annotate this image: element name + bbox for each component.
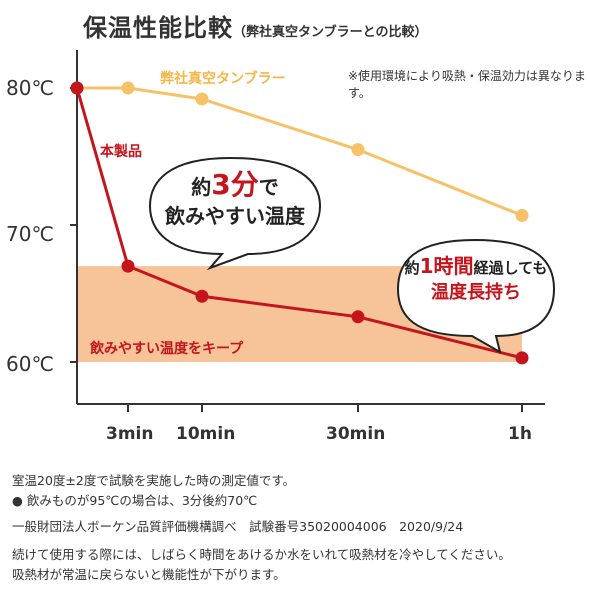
data-point-product-1h [515, 351, 529, 365]
data-point-product-0 [70, 81, 84, 95]
series-layer [70, 81, 529, 365]
x-tick-30min: 30min [326, 424, 386, 444]
data-point-comparison-1h [515, 208, 529, 222]
data-point-comparison-30min [351, 143, 365, 157]
footer-line-3: 一般財団法人ボーケン品質評価機構調べ 試験番号35020004006 2020/… [12, 519, 464, 534]
x-tick-3min: 3min [106, 424, 154, 444]
footer-line-2: ● 飲みものが95℃の場合は、3分後約70℃ [12, 493, 258, 508]
x-tick-10min: 10min [176, 424, 236, 444]
data-point-product-30min [351, 310, 365, 324]
footer-line-5: 吸熱材が常温に戻らないと機能性が下がります。 [12, 567, 286, 582]
chart-subtitle: （弊社真空タンブラーとの比較） [233, 25, 428, 40]
usage-note: ※使用環境により吸熱・保温効力は異なります。 [348, 69, 586, 100]
footer-line-1: 室温20度±2度で試験を実施した時の測定値です。 [12, 473, 296, 488]
footer-line-4: 続けて使用する際には、しばらく時間をあけるか水をいれて吸熱材を冷やしてください。 [12, 547, 511, 562]
series-label-comparison: 弊社真空タンブラー [160, 71, 286, 87]
x-tick-1h: 1h [508, 424, 532, 444]
band-label: 飲みやすい温度をキープ [90, 341, 244, 357]
bubble-3min-text: 約3分で 飲みやすい温度 [165, 168, 305, 229]
data-point-product-10min [195, 289, 209, 303]
y-tick-80: 80℃ [6, 76, 54, 100]
bubble-3min [148, 156, 322, 271]
chart-title: 保温性能比較（弊社真空タンブラーとの比較） [83, 14, 428, 42]
bubble-1h [396, 238, 556, 355]
data-point-comparison-10min [195, 92, 209, 106]
data-point-product-3min [121, 259, 135, 273]
y-tick-70: 70℃ [6, 222, 54, 246]
data-point-comparison-3min [121, 81, 135, 95]
y-tick-60: 60℃ [6, 352, 54, 376]
bubble-1h-text: 約1時間経過しても 温度長持ち [404, 254, 548, 303]
series-label-product: 本製品 [100, 144, 142, 160]
